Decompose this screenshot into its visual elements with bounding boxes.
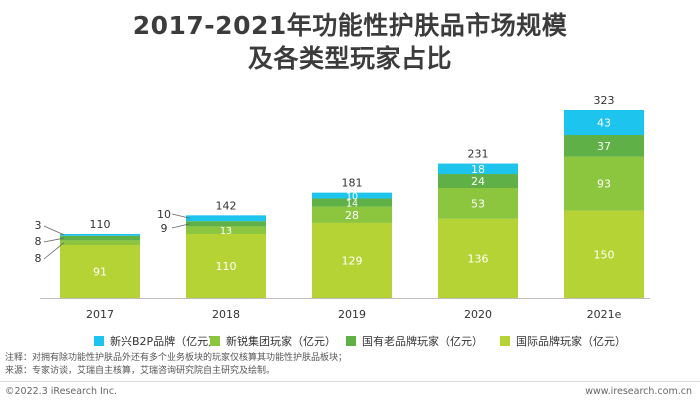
data-label: 37 (597, 140, 611, 153)
legend-label: 新兴B2P品牌（亿元） (110, 335, 220, 348)
data-label: 93 (597, 178, 611, 191)
bar-segment (438, 174, 518, 188)
bar-segment (186, 221, 266, 227)
legend-swatch (210, 336, 220, 346)
bar-segment (312, 192, 392, 199)
bar-segment (60, 245, 140, 298)
bar-segment (564, 210, 644, 298)
data-label: 9 (161, 222, 168, 235)
legend-swatch (500, 336, 510, 346)
total-label: 110 (90, 218, 111, 231)
x-tick-label: 2018 (212, 308, 240, 321)
data-label: 110 (216, 260, 237, 273)
note-source: 来源：专家访谈，艾瑞自主核算，艾瑞咨询研究院自主研究及绘制。 (5, 366, 276, 376)
total-label: 323 (594, 94, 615, 107)
legend-label: 国有老品牌玩家（亿元） (362, 335, 483, 348)
footer-divider (0, 381, 700, 382)
bar-segment (564, 135, 644, 157)
data-label: 8 (35, 235, 42, 248)
leader-line (43, 225, 65, 236)
bar-segment (564, 156, 644, 211)
x-tick-label: 2017 (86, 308, 114, 321)
data-label: 129 (342, 254, 363, 267)
total-label: 142 (216, 199, 237, 212)
total-label: 231 (468, 148, 489, 161)
legend-item: 国有老品牌玩家（亿元） (346, 333, 483, 349)
bar-segment (438, 218, 518, 298)
bar-segment (60, 240, 140, 246)
legend-swatch (94, 336, 104, 346)
data-label: 28 (345, 209, 359, 222)
data-label: 8 (35, 252, 42, 265)
footer-website[interactable]: www.iresearch.com.cn (585, 386, 692, 397)
data-label: 14 (346, 199, 358, 210)
bar-segment (60, 233, 140, 236)
data-label: 10 (346, 192, 358, 203)
data-label: 53 (471, 197, 485, 210)
legend-swatch (346, 336, 356, 346)
footer-copyright: ©2022.3 iResearch Inc. (5, 386, 118, 397)
legend-item: 新兴B2P品牌（亿元） (94, 333, 219, 349)
bar-segment (186, 226, 266, 234)
data-label: 3 (35, 219, 42, 232)
data-label: 136 (468, 252, 489, 265)
leader-line (43, 242, 65, 260)
bar-segment (438, 163, 518, 175)
leader-line (43, 237, 65, 243)
x-tick-label: 2021e (587, 308, 622, 321)
bar-segment (312, 198, 392, 207)
legend-label: 国际品牌玩家（亿元） (516, 335, 626, 348)
stacked-bar-chart: 9138811020171101310914220181292814101812… (35, 94, 650, 321)
bar-segment (186, 233, 266, 298)
data-label: 10 (157, 208, 171, 221)
total-label: 181 (342, 177, 363, 190)
leader-line (171, 223, 191, 229)
bar-segment (564, 110, 644, 136)
bar-segment (438, 187, 518, 219)
bar-segment (312, 206, 392, 223)
chart-title-line1: 2017-2021年功能性护肤品市场规模 (132, 11, 568, 40)
legend-item: 新锐集团玩家（亿元） (210, 333, 336, 349)
legend-label: 新锐集团玩家（亿元） (226, 335, 336, 348)
data-label: 18 (471, 163, 485, 176)
data-label: 150 (594, 248, 615, 261)
chart-title-line2: 及各类型玩家占比 (247, 44, 452, 73)
notes: 注释：对拥有除功能性护肤品外还有多个业务板块的玩家仅核算其功能性护肤品板块； 来… (5, 352, 347, 378)
x-tick-label: 2020 (464, 308, 492, 321)
data-label: 43 (597, 117, 611, 130)
legend-item: 国际品牌玩家（亿元） (500, 333, 626, 349)
bar-segment (312, 222, 392, 298)
data-label: 13 (220, 226, 232, 237)
leader-line (171, 213, 191, 219)
data-label: 91 (93, 266, 107, 279)
data-label: 24 (471, 175, 485, 188)
bar-segment (60, 235, 140, 241)
x-tick-label: 2019 (338, 308, 366, 321)
bar-segment (186, 215, 266, 222)
note-annotation: 注释：对拥有除功能性护肤品外还有多个业务板块的玩家仅核算其功能性护肤品板块； (5, 353, 348, 363)
